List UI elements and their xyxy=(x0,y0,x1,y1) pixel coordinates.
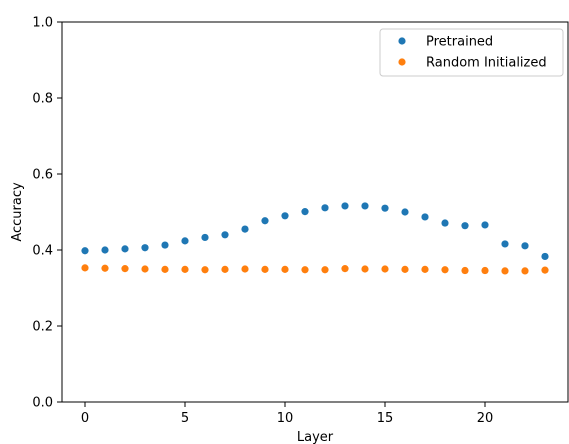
random-initialized-point xyxy=(141,265,149,273)
random-initialized-point xyxy=(81,264,89,272)
random-initialized-point xyxy=(321,266,329,274)
random-initialized-point xyxy=(161,265,169,273)
pretrained-point xyxy=(381,204,389,212)
x-tick-label: 15 xyxy=(377,411,394,426)
random-initialized-point xyxy=(281,265,289,273)
random-initialized-point xyxy=(261,265,269,273)
x-tick-label: 0 xyxy=(81,411,89,426)
pretrained-point xyxy=(221,231,229,239)
y-tick-label: 1.0 xyxy=(32,16,53,31)
random-initialized-point xyxy=(441,266,449,274)
random-initialized-point xyxy=(101,264,109,272)
random-initialized-point xyxy=(421,265,429,273)
random-initialized-point xyxy=(201,266,209,274)
pretrained-point xyxy=(541,252,549,261)
y-tick-label: 0.8 xyxy=(32,92,53,107)
y-tick-label: 0.6 xyxy=(32,168,53,183)
legend-box xyxy=(379,28,564,77)
random-initialized-point xyxy=(481,266,489,275)
x-tick-label: 10 xyxy=(277,411,294,426)
pretrained-point xyxy=(341,202,349,210)
pretrained-point xyxy=(361,202,369,210)
pretrained-point xyxy=(201,233,209,242)
y-tick-label: 0.0 xyxy=(32,396,53,411)
legend-label-pretrained: Pretrained xyxy=(426,35,493,50)
pretrained-point xyxy=(321,204,329,212)
random-initialized-point xyxy=(541,266,549,274)
pretrained-point xyxy=(301,208,309,216)
x-tick-label: 5 xyxy=(181,411,189,426)
random-initialized-point xyxy=(221,265,229,273)
x-axis-title: Layer xyxy=(297,430,334,444)
pretrained-point xyxy=(401,208,409,216)
random-initialized-point xyxy=(461,266,469,275)
random-initialized-point xyxy=(521,267,529,275)
pretrained-point xyxy=(481,221,489,229)
random-initialized-point xyxy=(361,265,369,273)
legend-label-random-initialized: Random Initialized xyxy=(426,56,547,71)
random-initialized-point xyxy=(121,265,129,273)
y-axis-title: Accuracy xyxy=(10,182,25,242)
legend-marker-pretrained xyxy=(398,37,406,45)
pretrained-point xyxy=(121,245,129,253)
x-tick-label: 20 xyxy=(477,411,494,426)
plot-area-frame xyxy=(61,21,569,403)
pretrained-point xyxy=(281,212,289,220)
random-initialized-point xyxy=(501,267,509,275)
pretrained-point xyxy=(441,219,449,227)
random-initialized-point xyxy=(181,265,189,273)
random-initialized-point xyxy=(381,265,389,273)
pretrained-point xyxy=(81,247,89,255)
pretrained-point xyxy=(421,213,429,221)
pretrained-point xyxy=(101,246,109,254)
random-initialized-point xyxy=(241,265,249,273)
pretrained-point xyxy=(141,244,149,252)
pretrained-point xyxy=(461,222,469,230)
pretrained-point xyxy=(181,237,189,245)
random-initialized-point xyxy=(341,265,349,273)
legend: Pretrained Random Initialized xyxy=(379,28,564,77)
random-initialized-point xyxy=(401,265,409,273)
y-tick-label: 0.4 xyxy=(32,244,53,259)
pretrained-point xyxy=(261,217,269,225)
pretrained-point xyxy=(521,242,529,250)
random-initialized-point xyxy=(301,266,309,274)
y-tick-label: 0.2 xyxy=(32,320,53,335)
pretrained-point xyxy=(501,240,509,248)
pretrained-point xyxy=(241,225,249,233)
pretrained-point xyxy=(161,241,169,249)
legend-marker-random-initialized xyxy=(398,58,406,66)
